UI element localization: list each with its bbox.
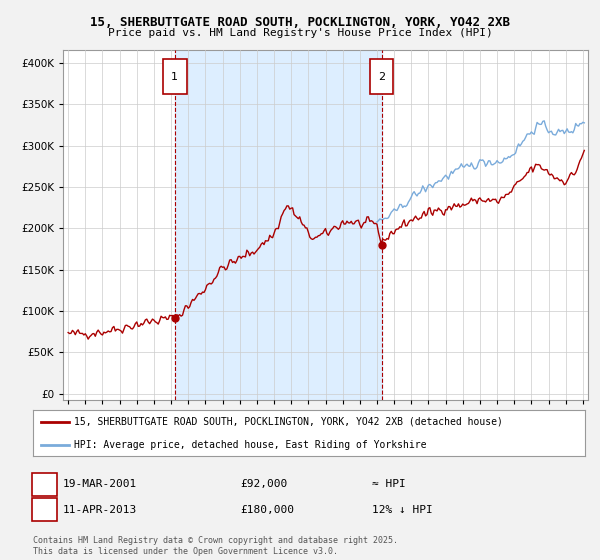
Text: 11-APR-2013: 11-APR-2013 — [63, 505, 137, 515]
Text: HPI: Average price, detached house, East Riding of Yorkshire: HPI: Average price, detached house, East… — [74, 440, 427, 450]
Text: 1: 1 — [41, 479, 48, 489]
Text: 19-MAR-2001: 19-MAR-2001 — [63, 479, 137, 489]
Text: 15, SHERBUTTGATE ROAD SOUTH, POCKLINGTON, YORK, YO42 2XB: 15, SHERBUTTGATE ROAD SOUTH, POCKLINGTON… — [90, 16, 510, 29]
Text: £180,000: £180,000 — [240, 505, 294, 515]
FancyBboxPatch shape — [370, 59, 394, 94]
Text: Price paid vs. HM Land Registry's House Price Index (HPI): Price paid vs. HM Land Registry's House … — [107, 28, 493, 38]
Text: 1: 1 — [171, 72, 178, 82]
Bar — [175, 50, 382, 400]
FancyBboxPatch shape — [163, 59, 187, 94]
Text: 15, SHERBUTTGATE ROAD SOUTH, POCKLINGTON, YORK, YO42 2XB (detached house): 15, SHERBUTTGATE ROAD SOUTH, POCKLINGTON… — [74, 417, 503, 427]
Text: £92,000: £92,000 — [240, 479, 287, 489]
Text: ≈ HPI: ≈ HPI — [372, 479, 406, 489]
Text: 2: 2 — [41, 505, 48, 515]
Text: 2: 2 — [378, 72, 385, 82]
Text: 12% ↓ HPI: 12% ↓ HPI — [372, 505, 433, 515]
Text: Contains HM Land Registry data © Crown copyright and database right 2025.
This d: Contains HM Land Registry data © Crown c… — [33, 536, 398, 556]
